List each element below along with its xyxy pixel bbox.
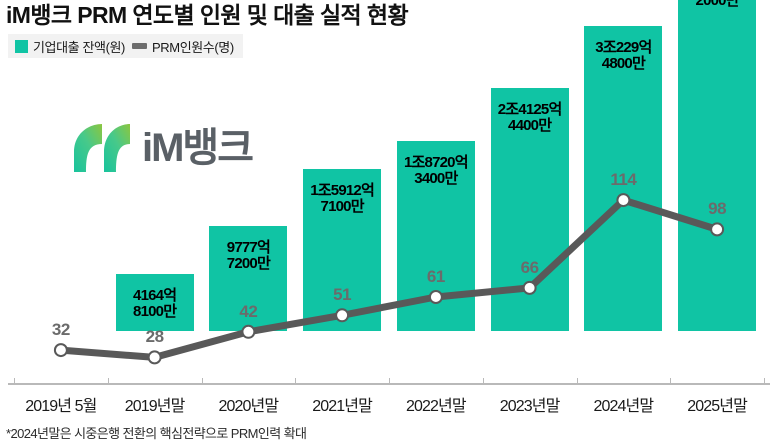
x-axis-tick [670, 378, 672, 385]
line-value-label: 98 [708, 199, 727, 219]
bar-value-label: 2조4125억 4400만 [460, 101, 600, 135]
legend-label-bar: 기업대출 잔액(원) [33, 39, 125, 55]
im-bank-logo-text: iM뱅크 [142, 126, 254, 170]
legend-item-bar: 기업대출 잔액(원) [15, 37, 125, 56]
bar-value-sub: 4800만 [601, 55, 646, 73]
x-axis-label: 2023년말 [499, 398, 561, 415]
legend-item-line: PRM인원수(명) [132, 37, 234, 56]
line-value-label: 51 [333, 285, 352, 305]
x-axis-label: 2024년말 [593, 398, 655, 415]
x-axis-label: 2025년말 [687, 398, 748, 415]
x-axis-tick [389, 378, 390, 385]
x-axis-label: 2019년말 [124, 398, 186, 415]
bar-value-sub: 7200만 [226, 255, 271, 273]
bar-value-main: 3조229억 [595, 39, 652, 56]
bar-value-sub: 7100만 [320, 198, 365, 216]
x-axis-tick [14, 378, 15, 385]
bar-value-main: 9777억 [226, 239, 271, 256]
chart-legend: 기업대출 잔액(원) PRM인원수(명) [8, 34, 243, 58]
x-axis-tick [764, 378, 765, 385]
im-bank-logo-icon [72, 122, 132, 174]
bar-value-sub: 2000만 [695, 0, 740, 9]
x-axis-tick [482, 378, 484, 385]
bar-value-label: 2000만 [647, 0, 777, 9]
line-value-label: 42 [239, 301, 258, 321]
im-bank-logo: iM뱅크 [72, 122, 254, 174]
x-axis-tick [201, 378, 203, 385]
line-value-label: 61 [426, 267, 445, 287]
bar-value-main: 1조5912억 [310, 182, 375, 199]
footnote: *2024년말은 시중은행 전환의 핵심전략으로 PRM인력 확대 [6, 426, 307, 441]
square-swatch-icon [15, 39, 28, 53]
bar-value-sub: 4400만 [508, 117, 552, 135]
line-value-label: 28 [145, 327, 164, 347]
bar-value-main: 2조4125억 [497, 101, 563, 118]
line-value-label: 32 [51, 320, 70, 340]
line-swatch-icon [132, 43, 147, 49]
bar-value-label: 1조8720억 3400만 [366, 154, 506, 188]
legend-label-line: PRM인원수(명) [152, 39, 234, 55]
x-axis-label: 2020년말 [218, 398, 280, 415]
bar-value-label: 9777억 7200만 [178, 239, 318, 273]
bar-value-main: 1조8720억 [404, 154, 469, 171]
bar-value-sub: 3400만 [414, 170, 458, 188]
x-axis-tick [295, 378, 297, 385]
x-axis-tick [576, 378, 578, 385]
x-axis-label: 2021년말 [312, 398, 373, 415]
bar-value-main: 4164억 [133, 287, 177, 304]
x-axis-label: 2022년말 [406, 398, 467, 415]
bar-value-label: 4164억 8100만 [85, 287, 225, 321]
line-value-label: 114 [610, 170, 637, 190]
bar-value-sub: 8100만 [133, 303, 177, 321]
x-axis-label: 2019년 5월 [25, 398, 97, 415]
bar-value-label: 3조229억 4800만 [553, 39, 693, 73]
x-axis-tick [107, 378, 109, 385]
page-title: iM뱅크 PRM 연도별 인원 및 대출 실적 현황 [6, 2, 409, 28]
bar-value-label: 1조5912억 7100만 [272, 182, 412, 216]
line-value-label: 66 [520, 257, 539, 277]
